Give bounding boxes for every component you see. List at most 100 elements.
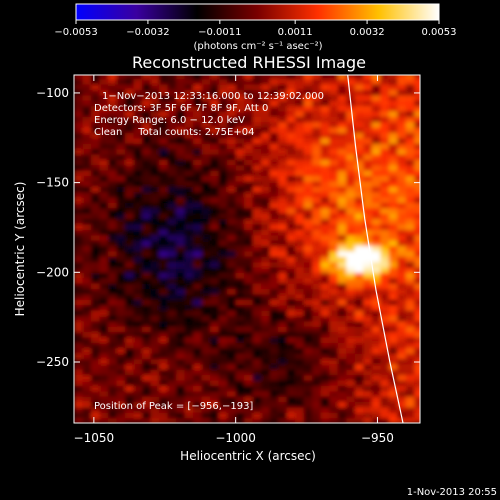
heatmap-cell bbox=[405, 379, 415, 386]
heatmap-cell bbox=[193, 127, 203, 133]
heatmap-cell bbox=[346, 121, 356, 128]
heatmap-cell bbox=[210, 358, 220, 365]
heatmap-cell bbox=[303, 83, 313, 90]
heatmap-cell bbox=[346, 170, 356, 177]
y-tick-label: −250 bbox=[36, 355, 69, 369]
heatmap-cell bbox=[295, 245, 305, 252]
heatmap-cell bbox=[74, 374, 84, 381]
heatmap-cell bbox=[74, 110, 84, 117]
heatmap-cell bbox=[235, 245, 245, 252]
heatmap-cell bbox=[354, 137, 364, 144]
heatmap-cell bbox=[414, 283, 420, 290]
heatmap-cell bbox=[405, 213, 415, 220]
heatmap-cell bbox=[320, 272, 330, 279]
heatmap-cell bbox=[380, 347, 390, 354]
heatmap-cell bbox=[176, 385, 186, 392]
heatmap-cell bbox=[99, 358, 109, 365]
heatmap-cell bbox=[227, 89, 237, 96]
heatmap-cell bbox=[74, 266, 84, 273]
heatmap-cell bbox=[320, 78, 330, 85]
heatmap-cell bbox=[201, 331, 211, 338]
heatmap-cell bbox=[74, 78, 84, 85]
heatmap-cell bbox=[261, 223, 271, 230]
heatmap-cell bbox=[388, 379, 398, 386]
heatmap-cell bbox=[320, 358, 330, 365]
heatmap-cell bbox=[380, 390, 390, 397]
heatmap-cell bbox=[405, 159, 415, 166]
heatmap-cell bbox=[210, 234, 220, 241]
heatmap-cell bbox=[397, 180, 407, 187]
heatmap-cell bbox=[99, 100, 109, 107]
heatmap-cell bbox=[235, 309, 245, 316]
heatmap-cell bbox=[337, 358, 347, 365]
heatmap-cell bbox=[193, 250, 203, 257]
heatmap-cell bbox=[99, 417, 109, 423]
heatmap-cell bbox=[397, 390, 407, 397]
heatmap-cell bbox=[286, 240, 296, 247]
heatmap-cell bbox=[184, 256, 194, 263]
heatmap-cell bbox=[278, 353, 288, 360]
heatmap-cell bbox=[82, 336, 92, 343]
heatmap-cell bbox=[244, 374, 254, 381]
heatmap-cell bbox=[116, 110, 126, 117]
heatmap-cell bbox=[99, 186, 109, 193]
heatmap-cell bbox=[193, 94, 203, 101]
heatmap-cell bbox=[295, 256, 305, 263]
heatmap-cell bbox=[380, 315, 390, 322]
heatmap-cell bbox=[278, 159, 288, 166]
heatmap-cell bbox=[269, 229, 279, 236]
heatmap-cell bbox=[414, 100, 420, 107]
heatmap-cell bbox=[235, 283, 245, 290]
heatmap-cell bbox=[388, 353, 398, 360]
heatmap-cell bbox=[320, 143, 330, 150]
heatmap-cell bbox=[201, 218, 211, 225]
heatmap-cell bbox=[82, 331, 92, 338]
heatmap-cell bbox=[227, 326, 237, 333]
heatmap-cell bbox=[99, 75, 109, 80]
heatmap-cell bbox=[269, 304, 279, 311]
heatmap-cell bbox=[363, 223, 373, 230]
heatmap-cell bbox=[286, 245, 296, 252]
heatmap-cell bbox=[261, 153, 271, 160]
colorbar-tick-label: −0.0032 bbox=[126, 27, 169, 38]
heatmap-cell bbox=[278, 110, 288, 117]
heatmap-cell bbox=[354, 336, 364, 343]
heatmap-cell bbox=[269, 164, 279, 171]
heatmap-cell bbox=[74, 288, 84, 295]
heatmap-cells bbox=[74, 75, 420, 423]
heatmap-cell bbox=[380, 229, 390, 236]
heatmap-cell bbox=[371, 309, 381, 316]
heatmap-cell bbox=[388, 234, 398, 241]
heatmap-cell bbox=[167, 202, 177, 209]
heatmap-cell bbox=[278, 358, 288, 365]
x-tick-label: −950 bbox=[361, 431, 394, 445]
heatmap-cell bbox=[74, 379, 84, 386]
heatmap-cell bbox=[346, 153, 356, 160]
heatmap-cell bbox=[176, 277, 186, 284]
heatmap-cell bbox=[176, 304, 186, 311]
heatmap-cell bbox=[278, 83, 288, 90]
heatmap-cell bbox=[99, 277, 109, 284]
heatmap-cell bbox=[278, 326, 288, 333]
heatmap-cell bbox=[235, 342, 245, 349]
heatmap-cell bbox=[235, 277, 245, 284]
heatmap-cell bbox=[371, 223, 381, 230]
heatmap-cell bbox=[193, 234, 203, 241]
heatmap-cell bbox=[346, 191, 356, 198]
heatmap-cell bbox=[244, 293, 254, 300]
heatmap-cell bbox=[286, 164, 296, 171]
heatmap-cell bbox=[380, 159, 390, 166]
heatmap-cell bbox=[133, 223, 143, 230]
heatmap-cell bbox=[388, 105, 398, 112]
heatmap-cell bbox=[295, 347, 305, 354]
heatmap-cell bbox=[235, 385, 245, 392]
heatmap-cell bbox=[133, 385, 143, 392]
heatmap-cell bbox=[82, 94, 92, 101]
heatmap-cell bbox=[303, 234, 313, 241]
heatmap-cell bbox=[125, 250, 135, 257]
heatmap-cell bbox=[337, 75, 347, 80]
heatmap-cell bbox=[227, 336, 237, 343]
heatmap-cell bbox=[142, 229, 152, 236]
heatmap-cell bbox=[312, 256, 322, 263]
heatmap-cell bbox=[235, 229, 245, 236]
